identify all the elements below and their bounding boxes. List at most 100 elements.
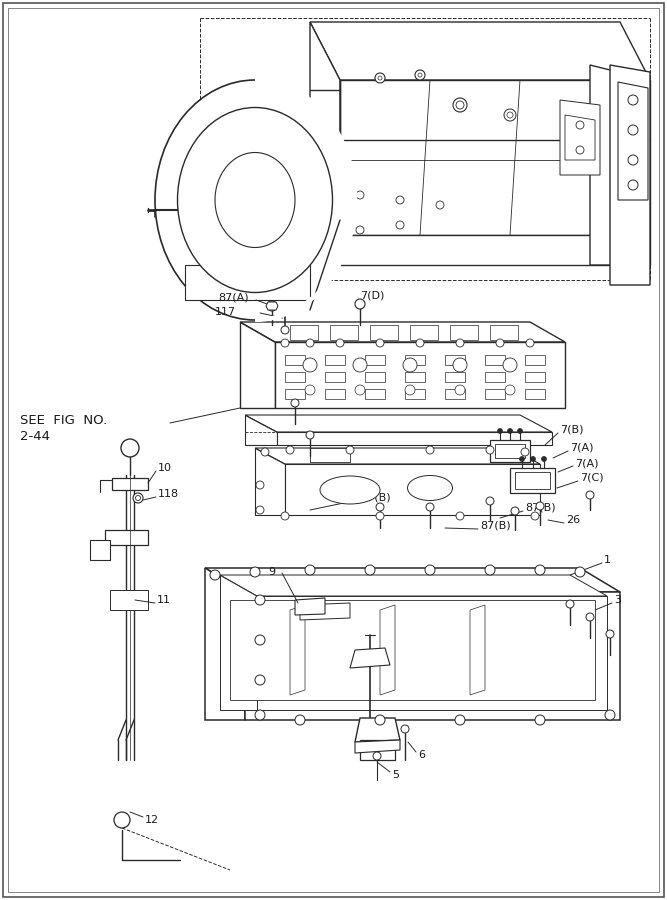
Polygon shape bbox=[350, 648, 390, 668]
Circle shape bbox=[521, 448, 529, 456]
Polygon shape bbox=[285, 464, 540, 515]
Polygon shape bbox=[325, 389, 345, 399]
Polygon shape bbox=[257, 596, 607, 710]
Polygon shape bbox=[300, 603, 350, 620]
Circle shape bbox=[281, 512, 289, 520]
Text: 10: 10 bbox=[158, 463, 172, 473]
Circle shape bbox=[376, 512, 384, 520]
Circle shape bbox=[267, 301, 277, 311]
Circle shape bbox=[303, 358, 317, 372]
Polygon shape bbox=[590, 65, 650, 265]
Circle shape bbox=[566, 600, 574, 608]
Circle shape bbox=[485, 565, 495, 575]
Circle shape bbox=[256, 481, 264, 489]
Circle shape bbox=[121, 439, 139, 457]
Circle shape bbox=[416, 339, 424, 347]
Text: 7(D): 7(D) bbox=[360, 291, 384, 301]
Circle shape bbox=[511, 507, 519, 515]
Circle shape bbox=[281, 339, 289, 347]
Polygon shape bbox=[220, 575, 257, 710]
Polygon shape bbox=[285, 389, 305, 399]
Circle shape bbox=[576, 146, 584, 154]
Circle shape bbox=[135, 496, 141, 500]
Circle shape bbox=[356, 191, 364, 199]
Circle shape bbox=[396, 196, 404, 204]
Circle shape bbox=[291, 399, 299, 407]
Polygon shape bbox=[355, 740, 400, 753]
Circle shape bbox=[535, 715, 545, 725]
Ellipse shape bbox=[177, 107, 333, 292]
Polygon shape bbox=[245, 415, 277, 445]
Polygon shape bbox=[485, 389, 505, 399]
Circle shape bbox=[295, 715, 305, 725]
Text: 87(B): 87(B) bbox=[480, 521, 511, 531]
Polygon shape bbox=[185, 265, 310, 300]
Circle shape bbox=[355, 299, 365, 309]
Polygon shape bbox=[610, 65, 650, 285]
Polygon shape bbox=[560, 100, 600, 175]
Circle shape bbox=[504, 109, 516, 121]
Circle shape bbox=[575, 567, 585, 577]
Circle shape bbox=[336, 339, 344, 347]
Text: 1: 1 bbox=[604, 555, 611, 565]
Text: 6: 6 bbox=[418, 750, 425, 760]
Circle shape bbox=[418, 73, 422, 77]
Polygon shape bbox=[510, 468, 555, 493]
Text: 7(A): 7(A) bbox=[575, 458, 598, 468]
Text: 117: 117 bbox=[215, 307, 236, 317]
Circle shape bbox=[628, 155, 638, 165]
Polygon shape bbox=[325, 372, 345, 382]
Circle shape bbox=[250, 567, 260, 577]
Circle shape bbox=[605, 710, 615, 720]
Polygon shape bbox=[220, 575, 607, 596]
Text: 12: 12 bbox=[145, 815, 159, 825]
Polygon shape bbox=[490, 325, 518, 340]
Polygon shape bbox=[485, 372, 505, 382]
Circle shape bbox=[346, 446, 354, 454]
Polygon shape bbox=[355, 718, 400, 742]
Circle shape bbox=[536, 502, 544, 510]
Circle shape bbox=[405, 385, 415, 395]
Polygon shape bbox=[290, 325, 318, 340]
Circle shape bbox=[503, 358, 517, 372]
Polygon shape bbox=[365, 372, 385, 382]
Text: 3: 3 bbox=[614, 595, 621, 605]
Circle shape bbox=[210, 570, 220, 580]
Text: 2-44: 2-44 bbox=[20, 430, 50, 444]
Polygon shape bbox=[450, 325, 478, 340]
Circle shape bbox=[133, 493, 143, 503]
Text: 9: 9 bbox=[268, 567, 275, 577]
Circle shape bbox=[286, 446, 294, 454]
Circle shape bbox=[375, 715, 385, 725]
Circle shape bbox=[281, 326, 289, 334]
Circle shape bbox=[586, 613, 594, 621]
Polygon shape bbox=[565, 115, 595, 160]
Polygon shape bbox=[365, 355, 385, 365]
Circle shape bbox=[365, 565, 375, 575]
Polygon shape bbox=[112, 478, 148, 490]
Polygon shape bbox=[330, 325, 358, 340]
Circle shape bbox=[261, 448, 269, 456]
Polygon shape bbox=[275, 342, 565, 408]
Circle shape bbox=[496, 339, 504, 347]
Polygon shape bbox=[360, 740, 395, 760]
Circle shape bbox=[426, 446, 434, 454]
Text: 118: 118 bbox=[158, 489, 179, 499]
Circle shape bbox=[415, 70, 425, 80]
Text: 11: 11 bbox=[157, 595, 171, 605]
Text: SEE  FIG  NO.: SEE FIG NO. bbox=[20, 413, 107, 427]
Polygon shape bbox=[525, 355, 545, 365]
Text: 7(A): 7(A) bbox=[570, 443, 594, 453]
Polygon shape bbox=[405, 372, 425, 382]
Polygon shape bbox=[245, 592, 620, 720]
Polygon shape bbox=[205, 568, 620, 592]
Circle shape bbox=[455, 385, 465, 395]
Circle shape bbox=[531, 512, 539, 520]
Polygon shape bbox=[285, 372, 305, 382]
Circle shape bbox=[403, 358, 417, 372]
Polygon shape bbox=[340, 235, 650, 265]
Circle shape bbox=[507, 112, 513, 118]
Text: 7(B): 7(B) bbox=[560, 425, 584, 435]
Polygon shape bbox=[618, 82, 648, 200]
Circle shape bbox=[520, 456, 524, 462]
